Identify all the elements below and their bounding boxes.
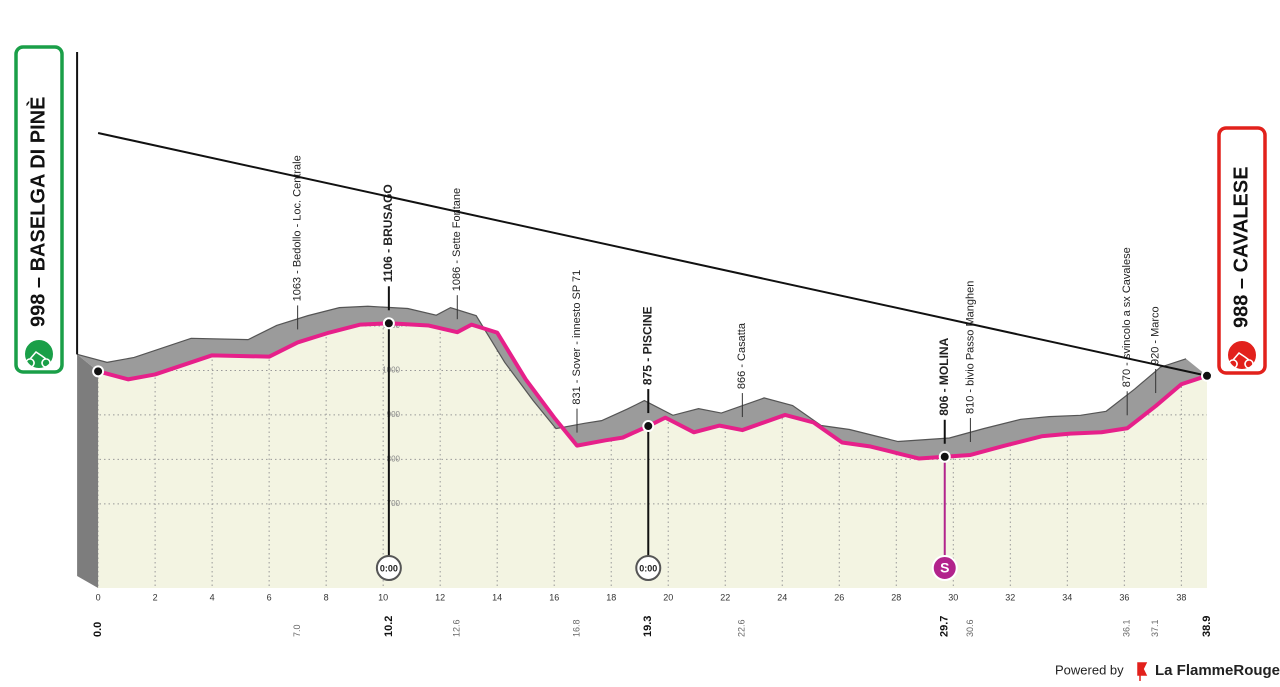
km-label: 37.1	[1150, 619, 1160, 637]
waypoint-dot	[1201, 369, 1213, 382]
x-tick-label: 22	[720, 592, 730, 602]
profile-line	[97, 321, 1208, 461]
bike-icon	[1228, 351, 1254, 369]
top-layer: 0 2 4 6 8 10 12 14 16 18 20 22 24 26 28 30 32 34 36 380.099…	[14, 45, 1267, 637]
waypoint-dot	[938, 450, 951, 463]
waypoint-dot	[382, 317, 395, 330]
profile-edge	[76, 305, 1187, 443]
waypoint-label: 875 - PISCINE	[640, 306, 654, 385]
waypoint-dot	[642, 420, 655, 433]
footer-powered: Powered by	[1055, 662, 1124, 677]
bike-icon	[25, 350, 51, 368]
banner-name: 998 – BASELGA DI PINÈ	[26, 97, 49, 327]
band-layer	[76, 305, 1208, 461]
x-tick-label: 4	[210, 592, 215, 602]
x-tick-label: 34	[1062, 592, 1072, 602]
icon-badge	[375, 555, 402, 581]
x-tick-label: 0	[96, 592, 101, 602]
brand-logo	[1137, 662, 1148, 681]
x-tick-label: 26	[834, 592, 844, 602]
icon-text: 0:00	[380, 563, 398, 573]
km-label: 7.0	[292, 624, 302, 637]
km-label: 22.6	[737, 619, 747, 637]
footer-brand: La FlammeRouge	[1155, 662, 1280, 679]
km-label: 29.7	[939, 616, 951, 637]
banner	[1217, 126, 1267, 375]
icon-text: 0:00	[639, 563, 657, 573]
waypoint-dot	[92, 365, 105, 378]
waypoint-label: 920 - Marco	[1150, 306, 1162, 365]
x-tick-label: 18	[606, 592, 616, 602]
waypoint-label: 1106 - BRUSAGO	[381, 184, 395, 282]
waypoint-label: 866 - Casatta	[736, 322, 748, 389]
y-tick-label: 1000	[382, 366, 400, 375]
waypoint-label: 831 - Sover - innesto SP 71	[571, 270, 583, 405]
icon-text: S	[940, 560, 949, 576]
banner	[14, 45, 64, 374]
x-tick-label: 2	[153, 592, 158, 602]
banner-pole	[97, 132, 1208, 377]
y-tick-label: 900	[387, 410, 401, 419]
side-wall	[77, 354, 99, 588]
x-tick-label: 8	[324, 592, 329, 602]
waypoint-label: 1063 - Bedollo - Loc. Centrale	[292, 155, 304, 301]
km-label: 19.3	[642, 616, 654, 637]
y-tick-label: 800	[387, 455, 401, 464]
x-tick-label: 14	[492, 592, 502, 602]
km-label: 0.0	[92, 622, 104, 637]
km-label: 38.9	[1201, 616, 1213, 637]
x-tick-label: 10	[378, 592, 388, 602]
land-layer	[77, 323, 1208, 588]
x-tick-label: 32	[1005, 592, 1015, 602]
x-tick-label: 24	[777, 592, 787, 602]
banner-name: 988 – CAVALESE	[1230, 166, 1252, 328]
km-label: 36.1	[1122, 619, 1132, 637]
y-tick-label: 700	[387, 499, 401, 508]
waypoint-label: 810 - bivio Passo Manghen	[964, 281, 976, 414]
x-tick-label: 12	[435, 592, 445, 602]
x-tick-label: 6	[267, 592, 272, 602]
km-label: 30.6	[965, 619, 975, 637]
x-tick-label: 16	[549, 592, 559, 602]
x-tick-label: 28	[891, 592, 901, 602]
icon-badge	[635, 555, 662, 581]
km-label: 12.6	[452, 619, 462, 637]
km-label: 16.8	[571, 619, 581, 637]
waypoint-label: 870 - svincolo a sx Cavalese	[1121, 247, 1133, 387]
land-fill	[98, 323, 1208, 588]
waypoint-label: 1086 - Sette Fontane	[451, 188, 463, 291]
x-tick-label: 36	[1119, 592, 1129, 602]
km-label: 10.2	[383, 616, 395, 637]
icon-badge	[931, 555, 958, 581]
waypoint-label: 806 - MOLINA	[937, 337, 951, 415]
x-tick-label: 38	[1176, 592, 1186, 602]
x-tick-label: 20	[663, 592, 673, 602]
x-tick-label: 30	[948, 592, 958, 602]
